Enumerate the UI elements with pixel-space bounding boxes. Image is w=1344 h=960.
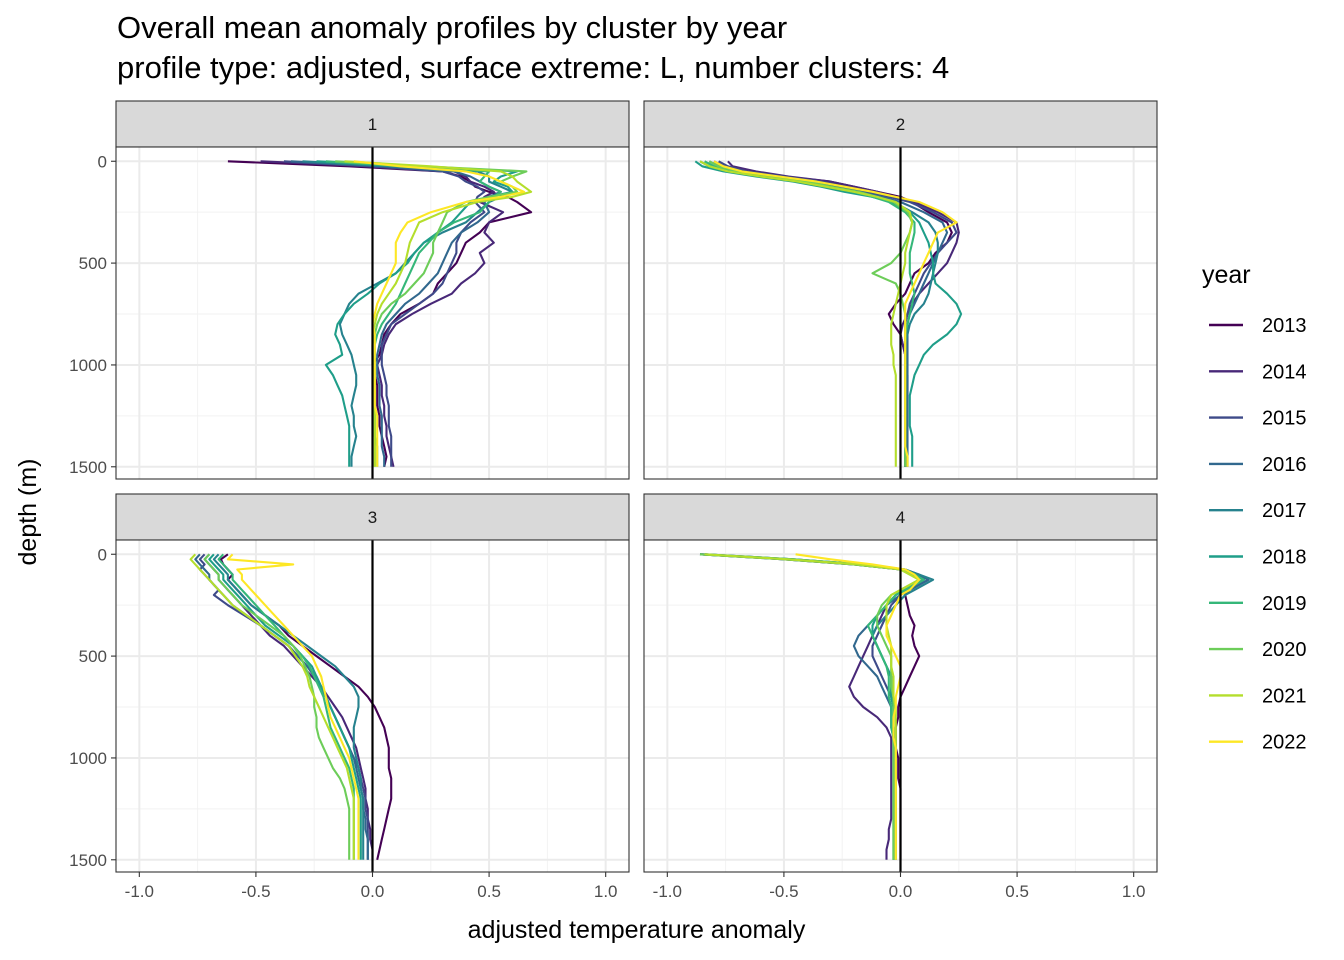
y-tick-label: 1500: [69, 851, 107, 870]
x-tick-label: -1.0: [125, 882, 154, 901]
facet-strip: [643, 100, 1158, 148]
x-tick-label: 0.0: [889, 882, 913, 901]
y-tick-label: 500: [79, 254, 107, 273]
x-tick-label: -0.5: [241, 882, 270, 901]
series-line-2020: [203, 553, 351, 860]
series-line-2014: [260, 160, 505, 468]
chart-subtitle: profile type: adjusted, surface extreme:…: [117, 50, 950, 85]
series-line-2022: [795, 553, 921, 860]
facet-strip: [115, 493, 630, 541]
series-line-2017: [212, 553, 365, 860]
chart-title: Overall mean anomaly profiles by cluster…: [117, 10, 788, 45]
series-line-2015: [283, 160, 486, 467]
legend-label-2016: 2016: [1262, 454, 1307, 476]
y-tick-label: 1000: [69, 356, 107, 375]
legend-label-2018: 2018: [1262, 547, 1307, 569]
legend-label-2020: 2020: [1262, 639, 1307, 661]
facet-strip-label: 3: [368, 508, 377, 527]
legend-label-2017: 2017: [1262, 500, 1307, 522]
y-tick-label: 500: [79, 647, 107, 666]
legend-label-2014: 2014: [1262, 361, 1307, 383]
y-tick-label: 0: [98, 152, 107, 171]
x-tick-label: 0.5: [1005, 882, 1029, 901]
series-line-2021: [189, 553, 355, 860]
legend-label-2022: 2022: [1262, 732, 1307, 754]
series-line-2021: [699, 160, 914, 467]
legend-title: year: [1202, 261, 1251, 289]
series-line-2018: [316, 160, 519, 467]
legend-label-2015: 2015: [1262, 408, 1307, 430]
series-line-2022: [353, 160, 526, 467]
y-tick-label: 1000: [69, 749, 107, 768]
legend-label-2013: 2013: [1262, 315, 1307, 337]
series-line-2018: [694, 160, 963, 467]
x-axis-title: adjusted temperature anomaly: [468, 916, 806, 944]
y-axis-title: depth (m): [14, 459, 42, 566]
x-tick-label: -1.0: [653, 882, 682, 901]
x-tick-label: 0.5: [477, 882, 501, 901]
panel-border: [643, 146, 1158, 480]
facet-strip: [643, 493, 1158, 541]
facet-strip-label: 4: [896, 508, 905, 527]
series-line-2018: [208, 553, 362, 860]
facet-strip-label: 2: [896, 115, 905, 134]
series-line-2022: [713, 160, 958, 467]
facet-strip-label: 1: [368, 115, 377, 134]
legend-label-2019: 2019: [1262, 593, 1307, 615]
x-tick-label: -0.5: [769, 882, 798, 901]
x-tick-label: 1.0: [594, 882, 618, 901]
x-tick-label: 1.0: [1122, 882, 1146, 901]
series-line-2022: [226, 553, 360, 860]
panel-border: [115, 146, 630, 480]
legend-label-2021: 2021: [1262, 685, 1307, 707]
y-tick-label: 1500: [69, 458, 107, 477]
series-line-2017: [302, 160, 514, 467]
y-tick-label: 0: [98, 545, 107, 564]
x-tick-label: 0.0: [361, 882, 385, 901]
